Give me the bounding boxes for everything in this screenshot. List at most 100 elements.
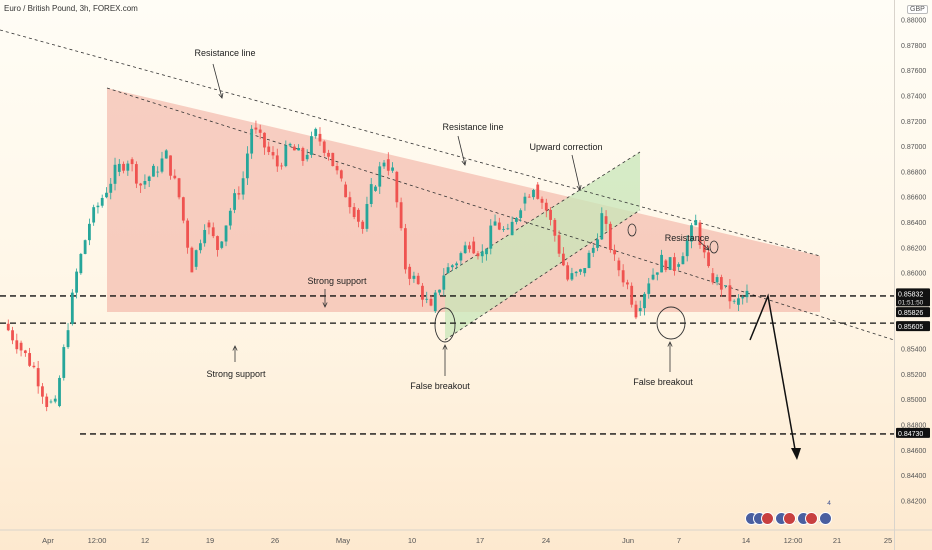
- candle-body: [608, 223, 612, 250]
- candle-body: [177, 178, 181, 198]
- x-tick-label: 12: [141, 536, 149, 545]
- y-tick-label: 0.87000: [901, 144, 926, 151]
- y-tick-label: 0.84600: [901, 448, 926, 455]
- false-breakout-circle: [656, 306, 686, 340]
- event-icon[interactable]: [783, 512, 796, 525]
- candle-body: [32, 365, 36, 368]
- candle-body: [421, 285, 424, 300]
- x-tick-label: 10: [408, 536, 416, 545]
- candle-body: [630, 285, 634, 305]
- price-label-box[interactable]: [896, 288, 930, 307]
- upward-correction-arrow: [571, 154, 581, 191]
- events-icon-strip[interactable]: [745, 512, 835, 526]
- event-icon[interactable]: [819, 512, 832, 525]
- candle-body: [681, 256, 685, 265]
- candle-body: [28, 353, 32, 366]
- candle-body: [386, 159, 390, 171]
- candle-body: [527, 196, 531, 198]
- candle-body: [745, 290, 749, 298]
- y-tick-label: 0.86200: [901, 245, 926, 252]
- candle-body: [596, 239, 599, 248]
- candle-body: [506, 228, 510, 230]
- x-tick-label: 24: [542, 536, 550, 545]
- candle-body: [310, 136, 313, 155]
- candle-body: [690, 225, 693, 242]
- annotation-label: Resistance: [665, 233, 710, 243]
- candle-body: [711, 273, 715, 283]
- candle-body: [19, 342, 23, 351]
- candle-body: [677, 264, 681, 267]
- candle-body: [134, 164, 138, 184]
- price-label-box[interactable]: [896, 307, 930, 318]
- candle-body: [523, 196, 527, 204]
- candle-body: [100, 197, 104, 206]
- candle-body: [583, 268, 587, 274]
- resistance-small-arrow-head: [704, 245, 710, 251]
- x-tick-label: Jun: [622, 536, 634, 545]
- candle-body: [540, 198, 544, 203]
- candle-body: [173, 175, 177, 179]
- candle-body: [647, 283, 651, 294]
- candle-body: [258, 129, 262, 133]
- candle-body: [532, 189, 535, 198]
- candle-body: [322, 141, 326, 153]
- candle-body: [53, 398, 57, 402]
- candle-body: [378, 166, 382, 187]
- candle-body: [49, 401, 53, 403]
- candle-body: [113, 164, 117, 184]
- x-tick-label: 7: [677, 536, 681, 545]
- candle-body: [476, 253, 480, 257]
- y-tick-label: 0.87600: [901, 68, 926, 75]
- candle-body: [715, 277, 719, 283]
- candle-body: [442, 275, 446, 290]
- y-tick-label: 0.84400: [901, 473, 926, 480]
- resistance-line-main: [0, 29, 821, 257]
- candle-body: [698, 222, 702, 246]
- candle-body: [429, 298, 433, 306]
- projection-path: [749, 293, 797, 456]
- price-label-text: 0.84730: [898, 431, 923, 438]
- y-tick-label: 0.87800: [901, 43, 926, 50]
- y-tick-label: 0.86600: [901, 195, 926, 202]
- candle-body: [352, 207, 356, 218]
- candle-body: [348, 197, 352, 208]
- candle-body: [600, 213, 604, 240]
- currency-badge[interactable]: GBP: [907, 5, 928, 14]
- candle-body: [468, 245, 471, 250]
- candle-body: [480, 251, 484, 257]
- candle-body: [164, 150, 168, 159]
- candle-body: [493, 221, 497, 226]
- candle-body: [707, 252, 710, 267]
- candle-body: [685, 240, 689, 257]
- candle-body: [62, 347, 66, 378]
- candle-body: [318, 133, 322, 142]
- candle-body: [288, 143, 292, 146]
- candle-body: [228, 210, 232, 226]
- price-label-box[interactable]: [896, 427, 930, 438]
- candle-body: [297, 148, 301, 151]
- candle-body: [463, 245, 467, 254]
- candle-body: [412, 275, 416, 279]
- candle-body: [301, 148, 305, 161]
- false-breakout-arrow-head: [442, 344, 448, 350]
- candle-body: [96, 205, 100, 208]
- candle-body: [604, 216, 608, 224]
- event-icon[interactable]: [761, 512, 774, 525]
- candle-body: [719, 277, 723, 290]
- candle-body: [536, 184, 540, 199]
- candle-body: [664, 260, 668, 270]
- candle-body: [284, 145, 288, 167]
- candle-body: [109, 183, 113, 193]
- price-label-box[interactable]: [896, 321, 930, 332]
- candle-body: [79, 253, 83, 274]
- resistance-small-arrow: [697, 239, 710, 251]
- y-tick-label: 0.85000: [901, 397, 926, 404]
- event-icon[interactable]: [805, 512, 818, 525]
- candle-body: [194, 250, 198, 267]
- candle-body: [327, 152, 330, 157]
- y-tick-label: 0.84800: [901, 423, 926, 430]
- y-tick-label: 0.85200: [901, 372, 926, 379]
- candle-body: [557, 235, 561, 254]
- candle-body: [220, 241, 224, 248]
